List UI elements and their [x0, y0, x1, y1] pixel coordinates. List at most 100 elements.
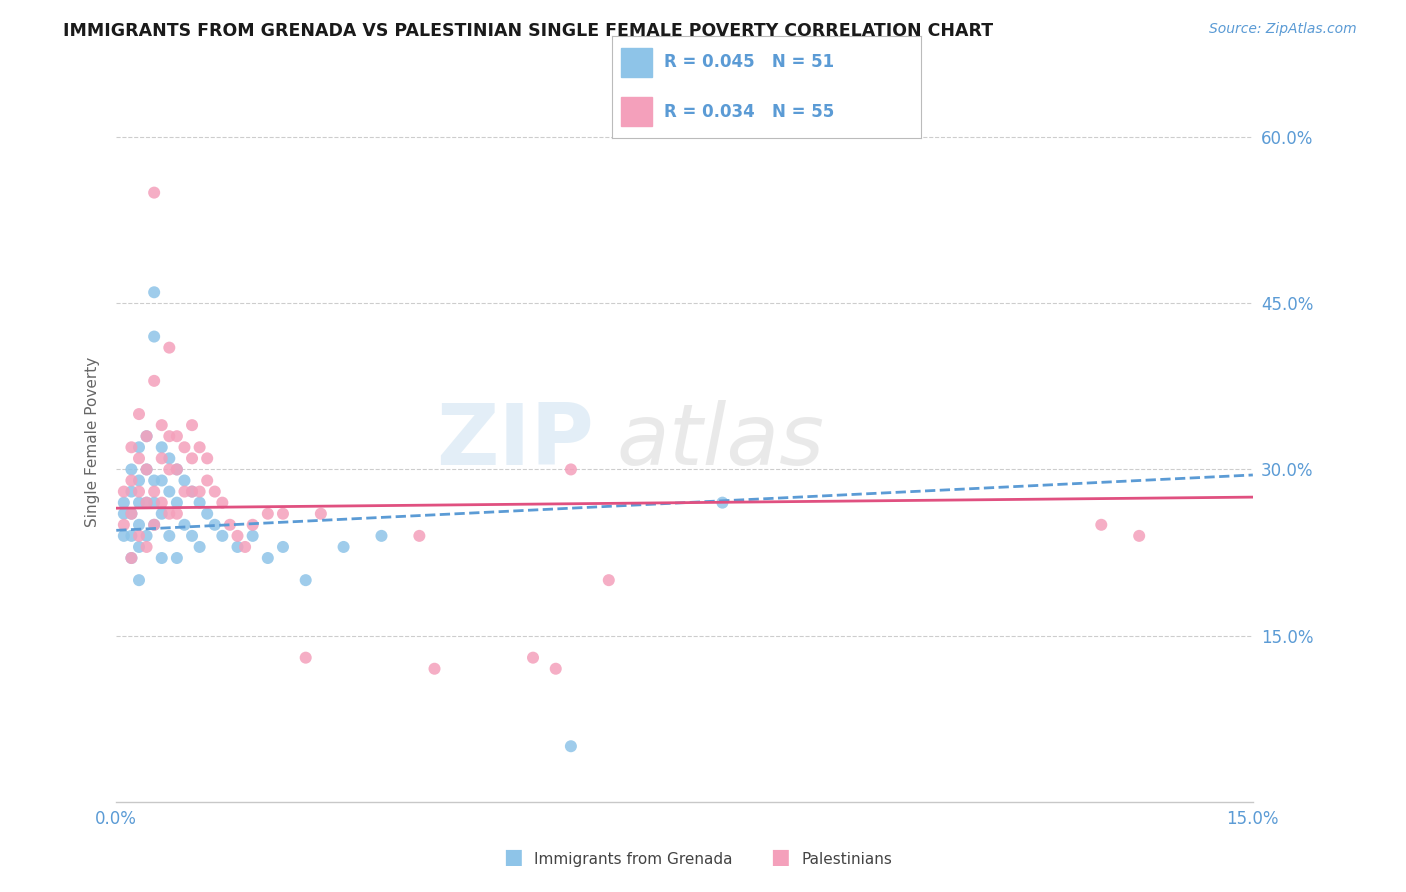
- Bar: [621, 97, 652, 126]
- Point: [188, 440, 211, 454]
- Point: [143, 484, 166, 499]
- Point: [112, 517, 135, 532]
- Point: [166, 496, 188, 510]
- Point: [166, 551, 188, 566]
- Text: ZIP: ZIP: [436, 401, 593, 483]
- Text: R = 0.045   N = 51: R = 0.045 N = 51: [664, 54, 834, 71]
- Point: [143, 517, 166, 532]
- Point: [120, 529, 142, 543]
- Point: [181, 529, 204, 543]
- Point: [1090, 517, 1112, 532]
- Point: [423, 662, 446, 676]
- Point: [150, 418, 173, 433]
- Point: [294, 573, 316, 587]
- Point: [211, 496, 233, 510]
- Point: [150, 496, 173, 510]
- Point: [135, 429, 157, 443]
- Point: [370, 529, 392, 543]
- Text: ■: ■: [770, 847, 790, 867]
- Point: [181, 451, 204, 466]
- Point: [143, 496, 166, 510]
- Point: [195, 507, 218, 521]
- Point: [128, 474, 150, 488]
- Point: [173, 440, 195, 454]
- Point: [157, 484, 180, 499]
- Point: [166, 462, 188, 476]
- Point: [135, 429, 157, 443]
- Point: [256, 551, 278, 566]
- Point: [195, 451, 218, 466]
- Point: [157, 507, 180, 521]
- Point: [143, 374, 166, 388]
- Point: [309, 507, 332, 521]
- Point: [120, 551, 142, 566]
- Text: R = 0.034   N = 55: R = 0.034 N = 55: [664, 103, 834, 120]
- Point: [112, 484, 135, 499]
- Point: [560, 739, 582, 754]
- Point: [211, 529, 233, 543]
- Point: [166, 507, 188, 521]
- Point: [181, 484, 204, 499]
- Point: [226, 529, 249, 543]
- Point: [128, 529, 150, 543]
- Point: [112, 507, 135, 521]
- Point: [204, 484, 226, 499]
- Point: [128, 484, 150, 499]
- Point: [128, 407, 150, 421]
- Point: [135, 496, 157, 510]
- Point: [173, 474, 195, 488]
- Point: [242, 529, 264, 543]
- Point: [128, 440, 150, 454]
- Text: atlas: atlas: [616, 401, 824, 483]
- Point: [150, 474, 173, 488]
- Point: [157, 429, 180, 443]
- Point: [195, 474, 218, 488]
- Point: [128, 496, 150, 510]
- Point: [120, 474, 142, 488]
- Point: [150, 507, 173, 521]
- Point: [173, 517, 195, 532]
- Point: [135, 496, 157, 510]
- Point: [157, 529, 180, 543]
- Point: [271, 540, 294, 554]
- Point: [120, 507, 142, 521]
- Text: Source: ZipAtlas.com: Source: ZipAtlas.com: [1209, 22, 1357, 37]
- Point: [120, 462, 142, 476]
- Text: Immigrants from Grenada: Immigrants from Grenada: [534, 852, 733, 867]
- Point: [181, 418, 204, 433]
- Y-axis label: Single Female Poverty: Single Female Poverty: [86, 357, 100, 527]
- Point: [204, 517, 226, 532]
- Point: [242, 517, 264, 532]
- Point: [219, 517, 242, 532]
- Point: [233, 540, 256, 554]
- Point: [157, 462, 180, 476]
- Point: [128, 540, 150, 554]
- Point: [522, 650, 544, 665]
- Point: [112, 529, 135, 543]
- Point: [135, 462, 157, 476]
- Point: [560, 462, 582, 476]
- Point: [150, 451, 173, 466]
- Point: [166, 429, 188, 443]
- Point: [181, 484, 204, 499]
- Point: [120, 484, 142, 499]
- Point: [150, 551, 173, 566]
- Point: [294, 650, 316, 665]
- Point: [188, 540, 211, 554]
- Point: [120, 507, 142, 521]
- Point: [128, 451, 150, 466]
- Point: [711, 496, 734, 510]
- Point: [332, 540, 354, 554]
- Point: [143, 285, 166, 300]
- Text: ■: ■: [503, 847, 523, 867]
- Point: [120, 551, 142, 566]
- Point: [112, 496, 135, 510]
- Point: [135, 462, 157, 476]
- Point: [128, 517, 150, 532]
- Point: [143, 329, 166, 343]
- Point: [408, 529, 430, 543]
- Point: [128, 573, 150, 587]
- Point: [226, 540, 249, 554]
- Point: [188, 496, 211, 510]
- Point: [135, 529, 157, 543]
